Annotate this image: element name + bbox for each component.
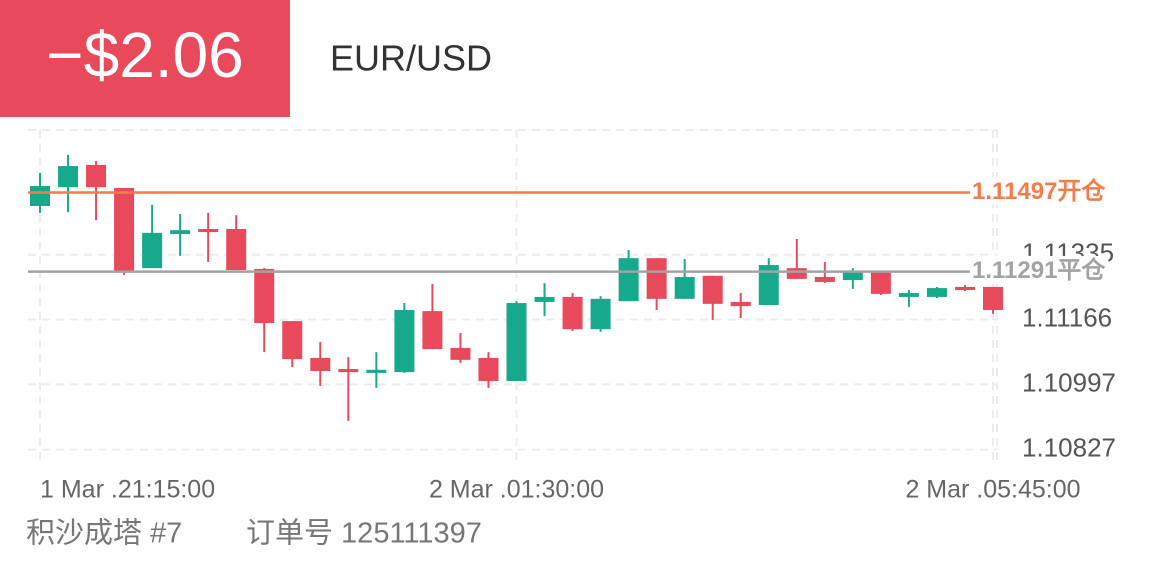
- y-tick-label: 1.10997: [1022, 367, 1116, 397]
- x-tick-label: 2 Mar .01:30:00: [429, 476, 604, 504]
- candle-body: [114, 187, 135, 271]
- candle-body: [198, 229, 219, 233]
- candle-body: [506, 303, 527, 381]
- candle-body: [870, 270, 891, 294]
- pnl: −$2.06: [46, 19, 244, 91]
- label-background: [970, 176, 1109, 205]
- candle-body: [282, 321, 303, 360]
- candle-body: [926, 288, 947, 297]
- pnl-badge: [0, 0, 290, 117]
- candle-body: [702, 275, 723, 304]
- candle-body: [58, 166, 79, 188]
- candle-body: [590, 298, 611, 330]
- candle-body: [954, 286, 975, 291]
- candle-body: [226, 229, 247, 271]
- candle-body: [170, 230, 191, 234]
- candle-body: [310, 357, 331, 371]
- label-background: [970, 255, 1109, 284]
- candle-body: [86, 164, 107, 188]
- candle-body: [618, 258, 639, 302]
- candle-body: [422, 311, 443, 350]
- candle-body: [562, 296, 583, 330]
- price-line-label: 1.11497开仓: [972, 177, 1106, 205]
- candle-body: [394, 309, 415, 373]
- y-tick-label: 1.10827: [1022, 433, 1116, 463]
- candle-body: [534, 296, 555, 302]
- candle-body: [983, 286, 1003, 310]
- candle-body: [450, 347, 471, 360]
- candle-body: [842, 270, 863, 281]
- candle-body: [142, 232, 163, 269]
- candle-body: [338, 369, 359, 373]
- candle-body: [478, 357, 499, 381]
- candle-body: [758, 265, 779, 305]
- candle-body: [646, 258, 667, 299]
- price-line-label: 1.11291平仓: [972, 256, 1106, 284]
- symbol: EUR/USD: [330, 38, 492, 79]
- y-tick-label: 1.11166: [1022, 302, 1112, 332]
- candle-body: [30, 186, 50, 206]
- candle-body: [730, 301, 751, 307]
- candle-body: [786, 268, 807, 279]
- order-number: 订单号 125111397: [246, 517, 482, 550]
- candle-body: [814, 276, 835, 282]
- candle-body: [366, 369, 387, 373]
- candle-body: [898, 293, 919, 297]
- strategy: 积沙成塔 #7: [26, 517, 182, 550]
- candle-body: [254, 268, 275, 324]
- x-tick-label: 2 Mar .05:45:00: [905, 476, 1080, 504]
- x-tick-label: 1 Mar .21:15:00: [40, 476, 215, 504]
- candle-body: [674, 276, 695, 299]
